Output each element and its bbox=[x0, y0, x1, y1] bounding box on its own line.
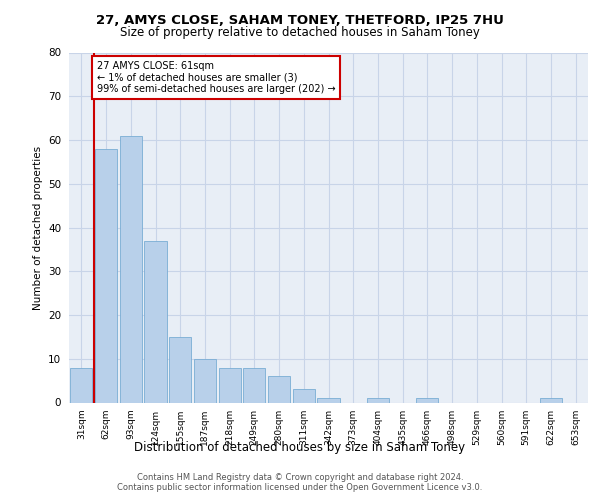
Text: Contains HM Land Registry data © Crown copyright and database right 2024.: Contains HM Land Registry data © Crown c… bbox=[137, 472, 463, 482]
Bar bbox=[169, 337, 191, 402]
Bar bbox=[367, 398, 389, 402]
Bar bbox=[540, 398, 562, 402]
Bar bbox=[70, 368, 92, 402]
Text: Size of property relative to detached houses in Saham Toney: Size of property relative to detached ho… bbox=[120, 26, 480, 39]
Bar bbox=[145, 240, 167, 402]
Bar bbox=[95, 149, 117, 403]
Text: Distribution of detached houses by size in Saham Toney: Distribution of detached houses by size … bbox=[134, 441, 466, 454]
Bar bbox=[416, 398, 439, 402]
Bar bbox=[293, 390, 315, 402]
Bar bbox=[194, 359, 216, 403]
Bar bbox=[243, 368, 265, 402]
Bar bbox=[218, 368, 241, 402]
Bar bbox=[317, 398, 340, 402]
Bar bbox=[268, 376, 290, 402]
Text: Contains public sector information licensed under the Open Government Licence v3: Contains public sector information licen… bbox=[118, 484, 482, 492]
Text: 27 AMYS CLOSE: 61sqm
← 1% of detached houses are smaller (3)
99% of semi-detache: 27 AMYS CLOSE: 61sqm ← 1% of detached ho… bbox=[97, 61, 335, 94]
Y-axis label: Number of detached properties: Number of detached properties bbox=[32, 146, 43, 310]
Bar bbox=[119, 136, 142, 402]
Text: 27, AMYS CLOSE, SAHAM TONEY, THETFORD, IP25 7HU: 27, AMYS CLOSE, SAHAM TONEY, THETFORD, I… bbox=[96, 14, 504, 27]
